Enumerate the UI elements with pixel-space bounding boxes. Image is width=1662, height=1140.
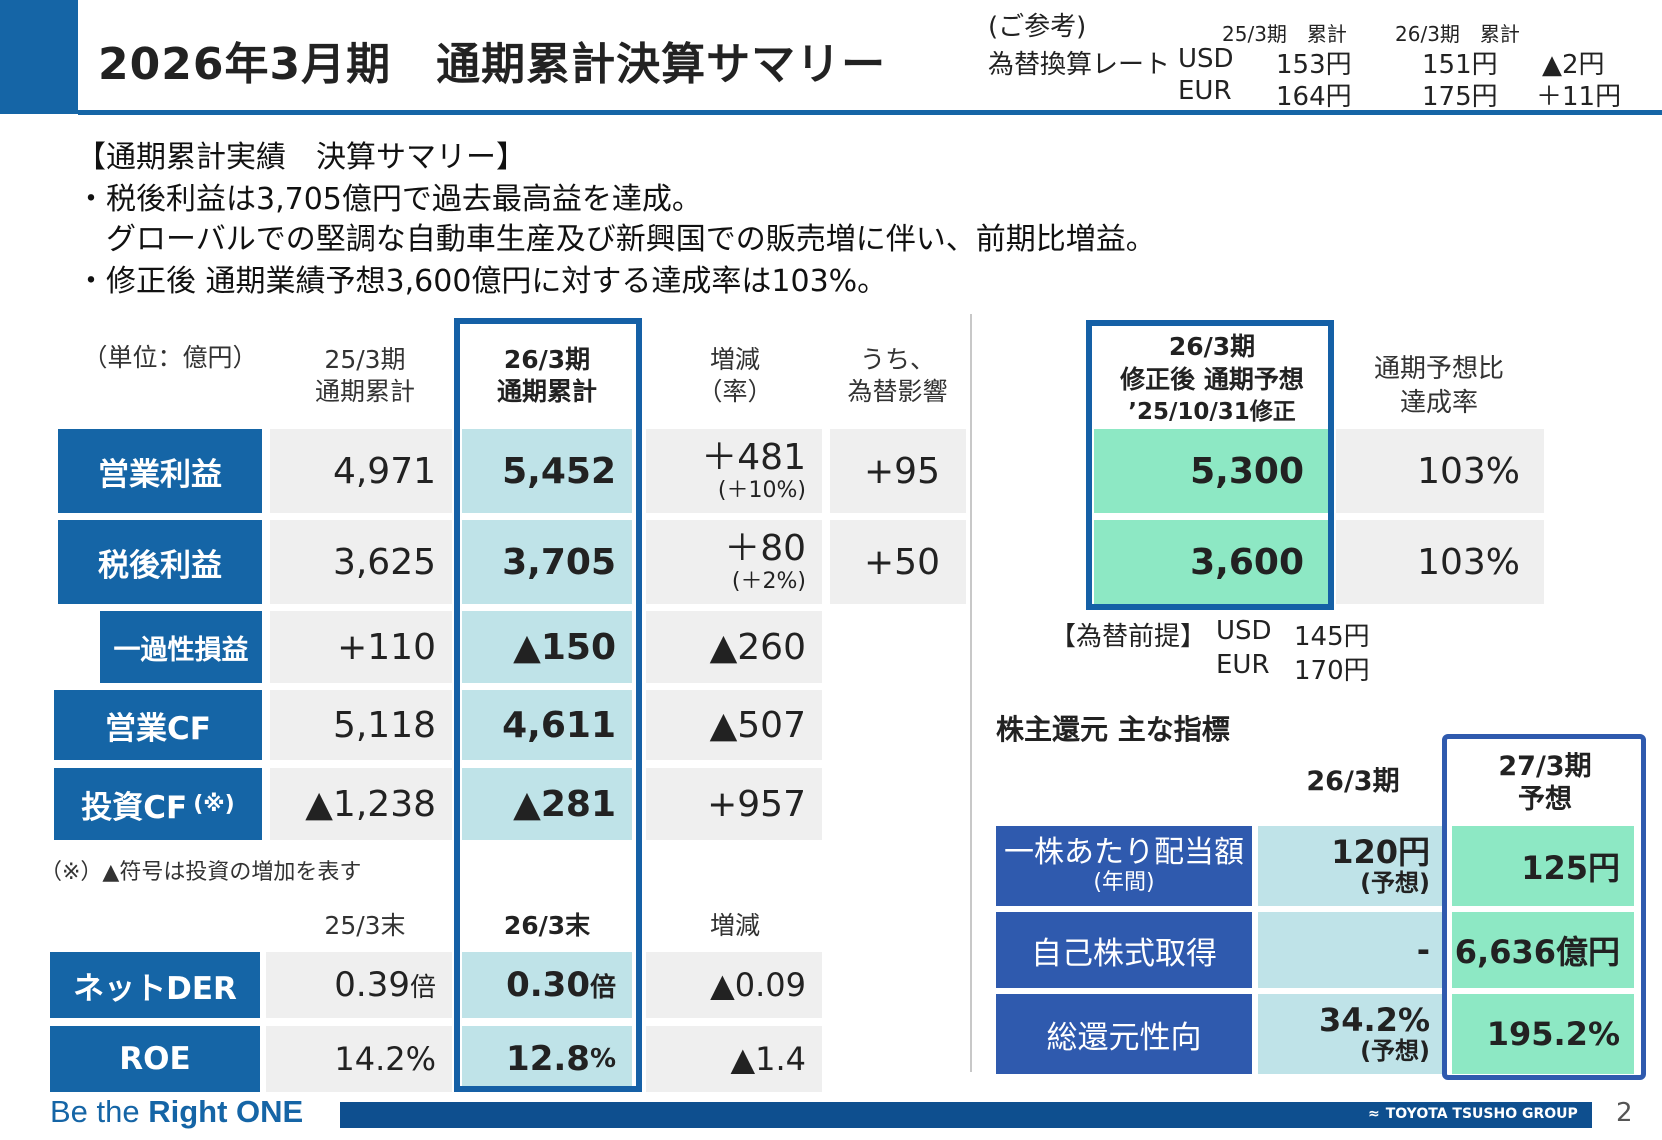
unit-label: （単位：億円） bbox=[82, 343, 258, 372]
bs-col-diff: 増減 bbox=[709, 911, 760, 940]
operating-profit-fx: +95 bbox=[830, 429, 966, 513]
sh-payout-curr: 34.2% (予想) bbox=[1258, 994, 1444, 1074]
col-header-diff: 増減 （率） bbox=[697, 345, 773, 406]
fx-usd-curr: 151円 bbox=[1422, 50, 1498, 80]
sh-dividend-curr: 120円 (予想) bbox=[1258, 826, 1444, 906]
sh-dividend-next: 125円 bbox=[1452, 826, 1634, 906]
summary-line: ・税後利益は3,705億円で過去最高益を達成。 bbox=[76, 182, 702, 217]
fx-eur-prev: 164円 bbox=[1276, 82, 1352, 112]
operating-profit-prev: 4,971 bbox=[270, 429, 452, 513]
fx-premise-usd-rate: 145円 bbox=[1294, 622, 1370, 652]
row-label-operating-cf: 営業CF bbox=[54, 690, 262, 760]
operating-profit-diff: ＋481 (＋10%) bbox=[646, 429, 822, 513]
sh-buyback-next: 6,636億円 bbox=[1452, 912, 1634, 988]
sh-payout-next: 195.2% bbox=[1452, 994, 1634, 1074]
net-der-diff: ▲0.09 bbox=[646, 952, 822, 1018]
page-title: 2026年3月期 通期累計決算サマリー bbox=[98, 39, 887, 90]
roe-curr: 12.8% bbox=[462, 1026, 632, 1092]
next-year-frame bbox=[1442, 734, 1646, 1080]
col-header-prev: 25/3期 通期累計 bbox=[314, 345, 415, 406]
roe-diff: ▲1.4 bbox=[646, 1026, 822, 1092]
forecast-net-profit: 3,600 bbox=[1094, 520, 1328, 604]
company-mark-icon: ≈ bbox=[1368, 1106, 1380, 1122]
forecast-frame bbox=[1086, 320, 1334, 610]
net-der-prev: 0.39 倍 bbox=[266, 952, 452, 1018]
achievement-operating-profit: 103% bbox=[1336, 429, 1544, 513]
net-profit-curr: 3,705 bbox=[462, 520, 632, 604]
sh-label-payout: 総還元性向 bbox=[996, 994, 1252, 1074]
fx-premise-eur-rate: 170円 bbox=[1294, 656, 1370, 686]
fx-reference-label: (ご参考) bbox=[988, 12, 1087, 42]
sh-col-curr: 26/3期 bbox=[1306, 766, 1400, 797]
summary-line: ・修正後 通期業績予想3,600億円に対する達成率は103%。 bbox=[76, 264, 888, 299]
page-number: 2 bbox=[1616, 1098, 1633, 1128]
row-label-investing-cf: 投資CF (※) bbox=[54, 768, 262, 840]
achievement-header: 通期予想比 達成率 bbox=[1373, 354, 1504, 418]
operating-profit-curr: 5,452 bbox=[462, 429, 632, 513]
operating-cf-diff: ▲507 bbox=[646, 690, 822, 760]
fx-col-prev: 25/3期 累計 bbox=[1222, 22, 1347, 46]
sh-label-buyback: 自己株式取得 bbox=[996, 912, 1252, 988]
col-header-curr: 26/3期 通期累計 bbox=[496, 345, 597, 406]
net-profit-diff: ＋80 (＋2%) bbox=[646, 520, 822, 604]
slogan: Be the Right ONE bbox=[50, 1094, 304, 1129]
fx-eur-ccy: EUR bbox=[1178, 76, 1232, 106]
fx-usd-diff: ▲2円 bbox=[1542, 50, 1605, 80]
forecast-operating-profit: 5,300 bbox=[1094, 429, 1328, 513]
sh-buyback-curr: - bbox=[1258, 912, 1444, 988]
row-label-net-profit: 税後利益 bbox=[58, 520, 262, 604]
investing-cf-prev: ▲1,238 bbox=[270, 768, 452, 840]
col-header-fx: うち、 為替影響 bbox=[847, 345, 948, 406]
achievement-net-profit: 103% bbox=[1336, 520, 1544, 604]
row-label-one-off: 一過性損益 bbox=[100, 611, 262, 683]
bs-col-curr: 26/3末 bbox=[503, 911, 591, 940]
row-label-operating-profit: 営業利益 bbox=[58, 429, 262, 513]
investing-cf-diff: +957 bbox=[646, 768, 822, 840]
fx-usd-ccy: USD bbox=[1178, 44, 1234, 74]
fx-rate-label: 為替換算レート bbox=[988, 50, 1171, 80]
section-divider bbox=[970, 314, 972, 1072]
fx-usd-prev: 153円 bbox=[1276, 50, 1352, 80]
fx-premise-usd-ccy: USD bbox=[1216, 616, 1272, 646]
summary-heading: 【通期累計実績 決算サマリー】 bbox=[76, 140, 526, 175]
header-rule bbox=[78, 110, 1662, 115]
operating-cf-prev: 5,118 bbox=[270, 690, 452, 760]
current-period-frame bbox=[454, 318, 642, 1092]
fx-premise-label: 【為替前提】 bbox=[1050, 622, 1207, 652]
one-off-curr: ▲150 bbox=[462, 611, 632, 683]
sh-col-next: 27/3期 予想 bbox=[1498, 751, 1592, 815]
fx-col-curr: 26/3期 累計 bbox=[1395, 22, 1520, 46]
fx-eur-curr: 175円 bbox=[1422, 82, 1498, 112]
shareholder-heading: 株主還元 主な指標 bbox=[996, 713, 1230, 746]
bs-col-prev: 25/3末 bbox=[324, 911, 406, 940]
row-label-net-der: ネットDER bbox=[50, 952, 260, 1018]
net-profit-fx: +50 bbox=[830, 520, 966, 604]
forecast-header: 26/3期 修正後 通期予想 ’25/10/31修正 bbox=[1120, 332, 1304, 425]
header-band bbox=[0, 0, 1662, 114]
one-off-prev: +110 bbox=[270, 611, 452, 683]
footer-bar bbox=[340, 1102, 1592, 1128]
operating-cf-curr: 4,611 bbox=[462, 690, 632, 760]
company-logo: ≈ TOYOTA TSUSHO GROUP bbox=[1368, 1106, 1578, 1122]
sh-label-dividend: 一株あたり配当額 (年間) bbox=[996, 826, 1252, 906]
net-profit-prev: 3,625 bbox=[270, 520, 452, 604]
summary-line: グローバルでの堅調な自動車生産及び新興国での販売増に伴い、前期比増益。 bbox=[76, 222, 1156, 257]
one-off-diff: ▲260 bbox=[646, 611, 822, 683]
header-accent-bar bbox=[0, 0, 78, 114]
row-label-roe: ROE bbox=[50, 1026, 260, 1092]
roe-prev: 14.2% bbox=[266, 1026, 452, 1092]
fx-eur-diff: ＋11円 bbox=[1536, 82, 1622, 112]
net-der-curr: 0.30 倍 bbox=[462, 952, 632, 1018]
fx-premise-eur-ccy: EUR bbox=[1216, 650, 1270, 680]
footnote: （※）▲符号は投資の増加を表す bbox=[40, 860, 362, 885]
investing-cf-curr: ▲281 bbox=[462, 768, 632, 840]
